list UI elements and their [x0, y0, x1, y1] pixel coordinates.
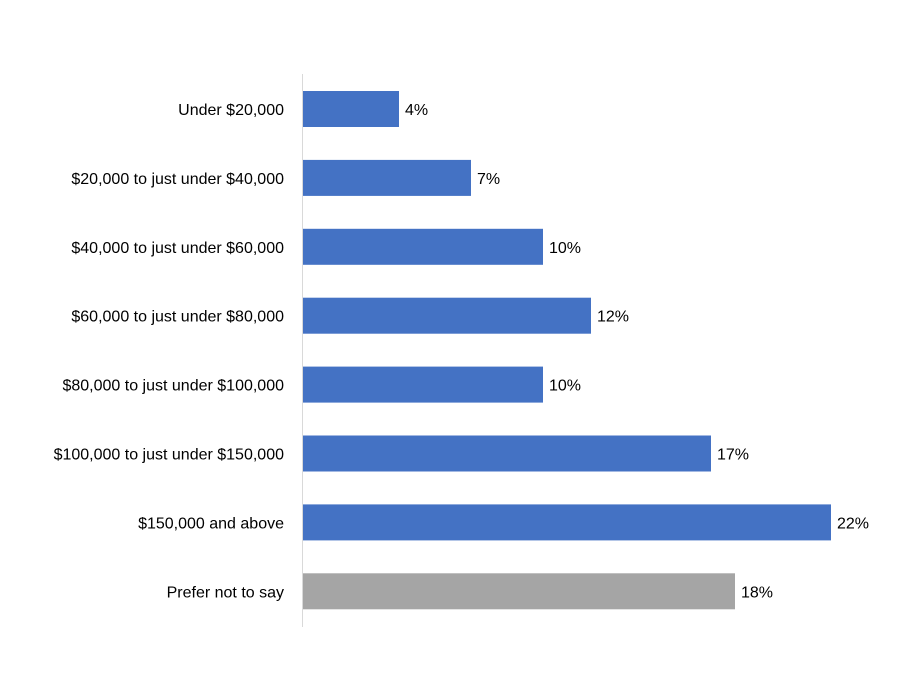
bar	[303, 366, 543, 403]
bar	[303, 435, 711, 472]
bar	[303, 297, 591, 334]
data-label: 10%	[549, 240, 581, 257]
bar	[303, 573, 735, 610]
data-label: 7%	[477, 171, 500, 188]
bar	[303, 91, 399, 127]
data-label: 18%	[741, 584, 773, 601]
category-label: $100,000 to just under $150,000	[54, 447, 285, 464]
category-label: $40,000 to just under $60,000	[71, 240, 284, 257]
category-label: Prefer not to say	[167, 584, 284, 601]
category-label: $60,000 to just under $80,000	[71, 309, 284, 326]
data-label: 4%	[405, 102, 428, 119]
data-label: 10%	[549, 378, 581, 395]
data-label: 22%	[837, 515, 869, 532]
bar	[303, 159, 471, 196]
category-label: $80,000 to just under $100,000	[62, 378, 284, 395]
bar	[303, 228, 543, 265]
data-label: 17%	[717, 447, 749, 464]
data-label: 12%	[597, 309, 629, 326]
category-label: $150,000 and above	[138, 515, 284, 532]
category-label: $20,000 to just under $40,000	[71, 171, 284, 188]
category-label: Under $20,000	[178, 102, 284, 119]
bar	[303, 504, 831, 541]
